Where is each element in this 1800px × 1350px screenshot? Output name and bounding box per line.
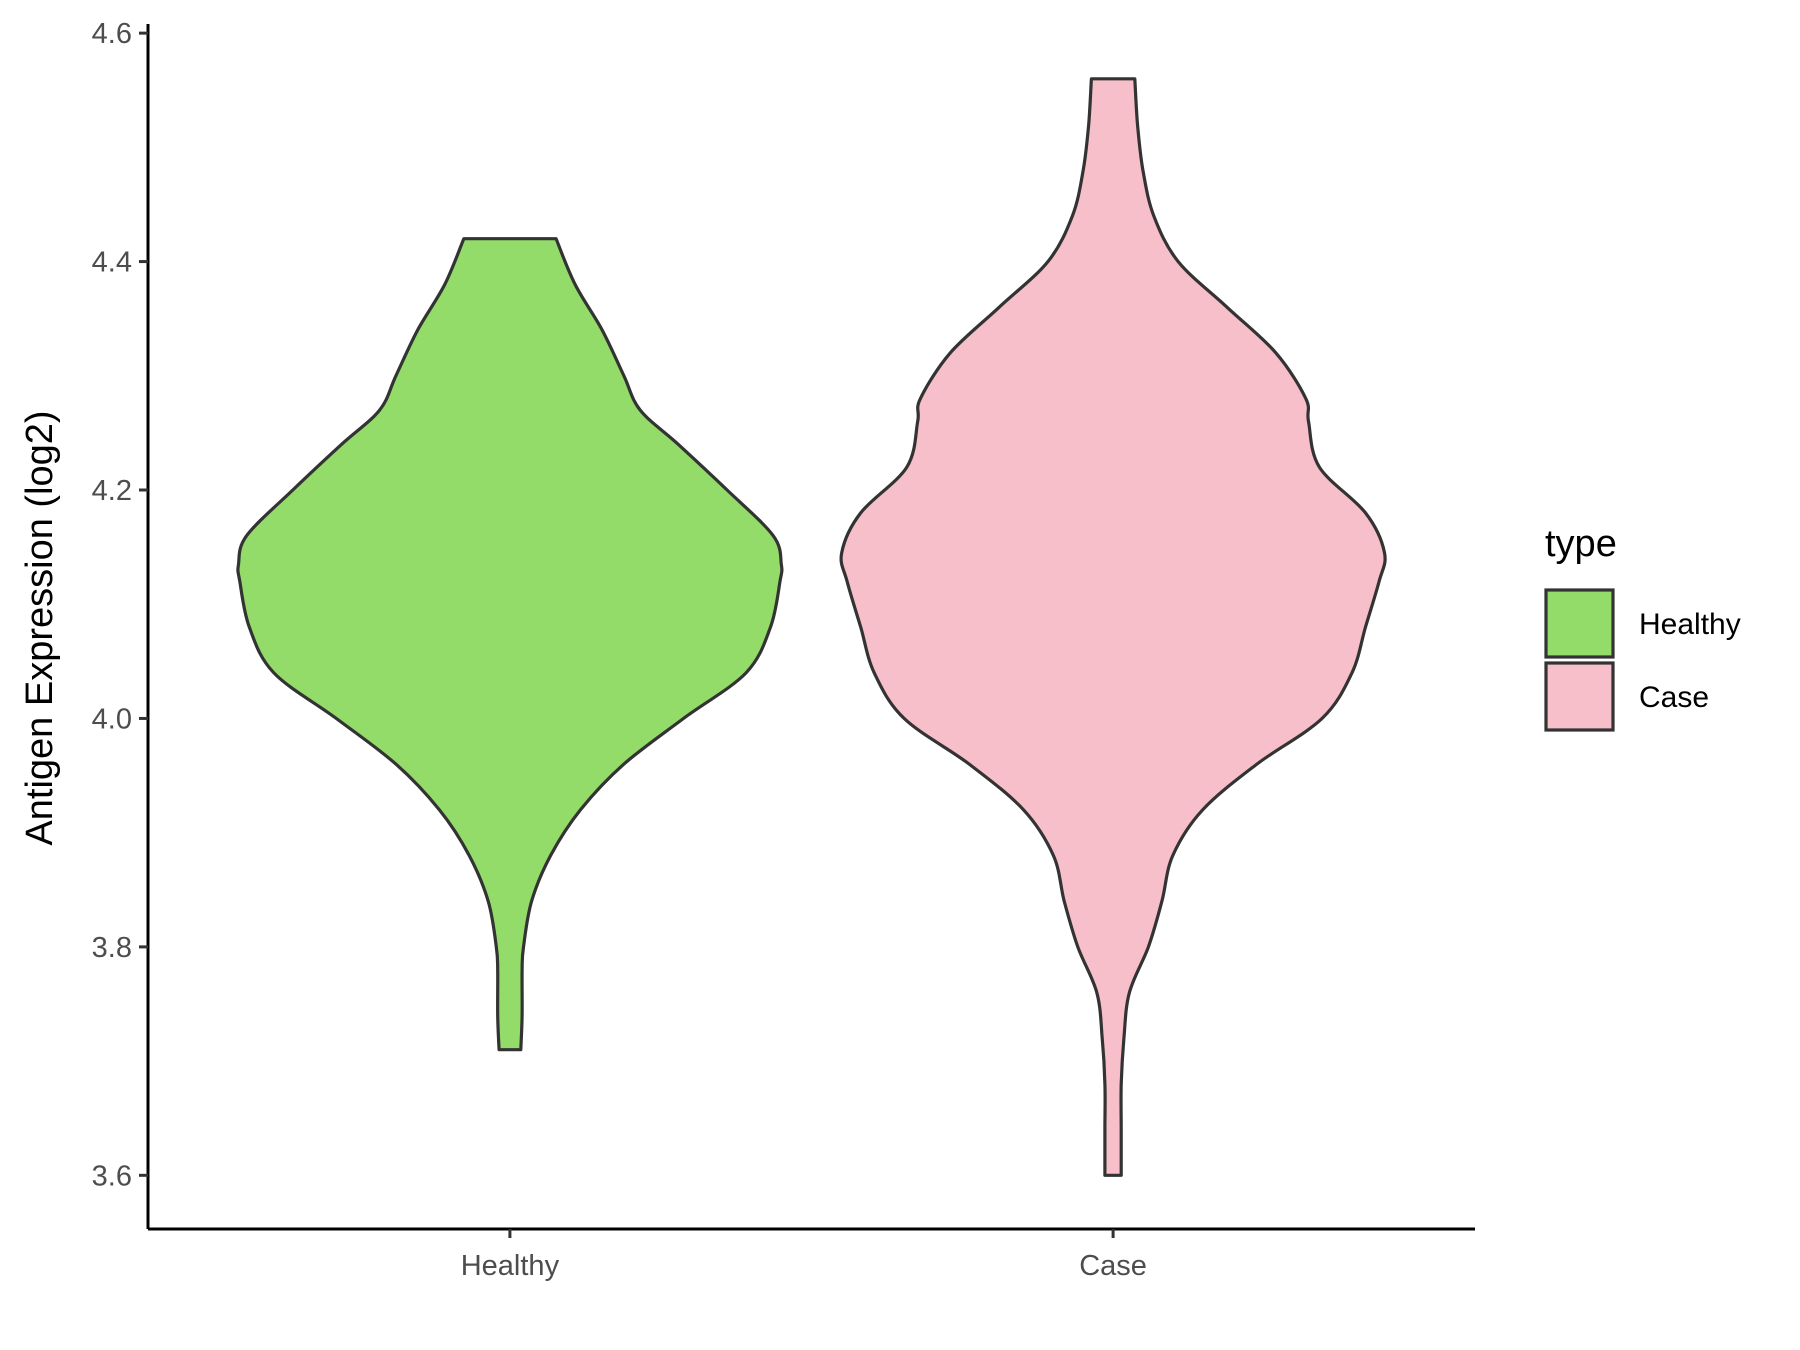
legend: type Healthy Case (1544, 523, 1741, 732)
y-tick-label: 4.2 (92, 475, 132, 507)
x-tick-label: Case (1079, 1250, 1147, 1282)
y-tick-label: 4.6 (92, 18, 132, 50)
y-axis-ticks: 3.6 3.8 4.0 4.2 4.4 4.6 (92, 18, 148, 1192)
legend-swatch-case (1544, 661, 1615, 732)
y-tick-label: 4.4 (92, 247, 132, 279)
legend-label-case: Case (1639, 681, 1709, 714)
y-axis-title: Antigen Expression (log2) (19, 410, 61, 845)
legend-label-healthy: Healthy (1639, 608, 1741, 641)
violin-case (839, 77, 1387, 1177)
x-axis-ticks: Healthy Case (461, 1229, 1147, 1282)
y-tick-label: 3.8 (92, 932, 132, 964)
legend-swatch-healthy (1544, 588, 1615, 659)
legend-title: type (1545, 523, 1617, 565)
y-tick-label: 3.6 (92, 1160, 132, 1192)
x-tick-label: Healthy (461, 1250, 560, 1282)
violin-group (236, 77, 1387, 1177)
y-tick-label: 4.0 (92, 703, 132, 735)
violin-healthy (236, 237, 784, 1052)
plot-area: 3.6 3.8 4.0 4.2 4.4 4.6 Healthy Case (92, 18, 1475, 1282)
